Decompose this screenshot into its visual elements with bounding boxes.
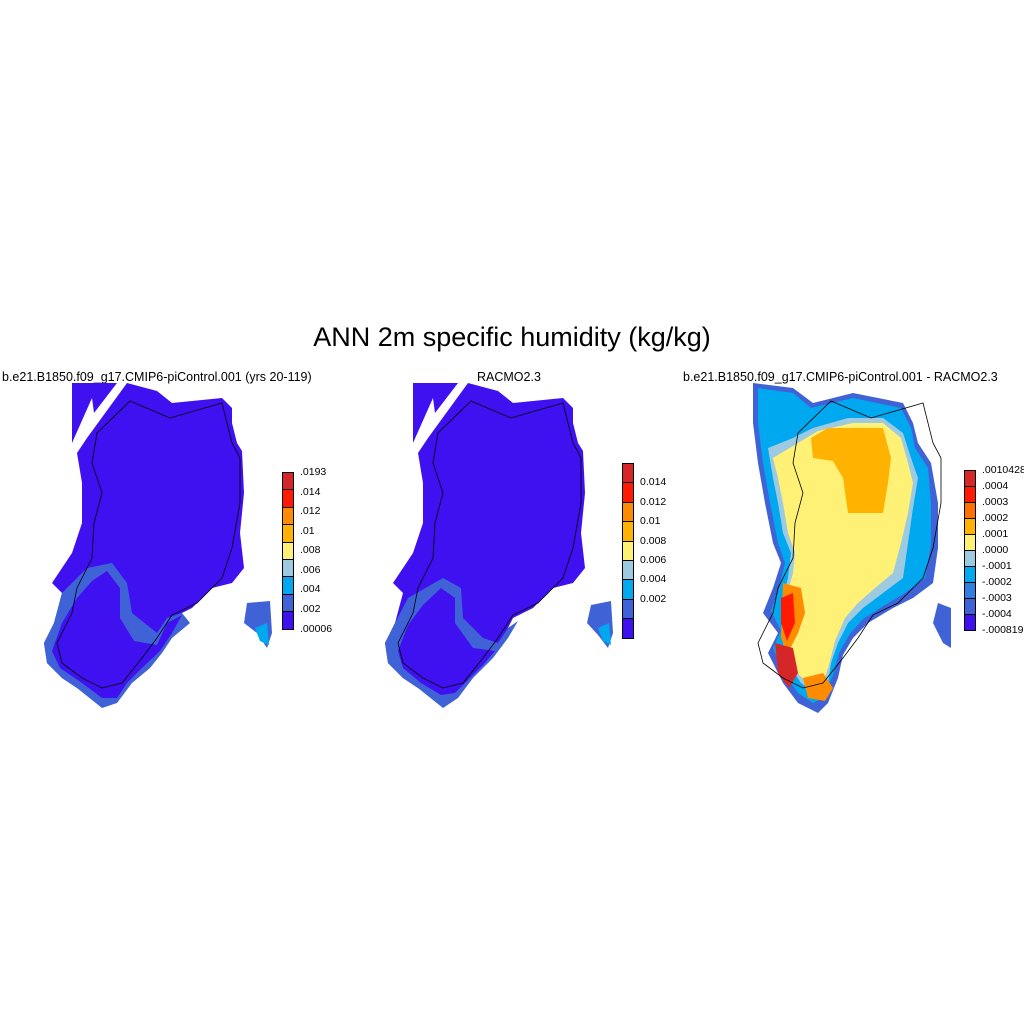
colorbar-swatch	[622, 618, 634, 639]
colorbar-label: -.0001	[982, 560, 1012, 572]
colorbar-swatch	[964, 566, 976, 583]
colorbar-label: .0002	[982, 512, 1009, 524]
colorbar-swatch	[282, 489, 294, 508]
colorbar-label: .008	[300, 544, 321, 557]
panel-2-map	[385, 383, 613, 708]
colorbar-swatch	[622, 540, 634, 561]
colorbar-label: 0.006	[640, 554, 667, 566]
colorbar-label: .0003	[982, 496, 1009, 508]
colorbar-swatch	[964, 502, 976, 519]
colorbar-swatch	[964, 598, 976, 615]
colorbar-swatch	[964, 518, 976, 535]
colorbar-label: -.0002	[982, 576, 1012, 588]
colorbar-swatch	[964, 470, 976, 487]
colorbar-swatch	[282, 541, 294, 560]
colorbar-label: 0.014	[640, 476, 667, 489]
colorbar-label: 0.01	[640, 515, 661, 528]
figure-title: ANN 2m specific humidity (kg/kg)	[313, 322, 711, 352]
colorbar-swatch	[964, 614, 976, 631]
colorbar-swatch	[964, 534, 976, 551]
colorbar-swatch	[964, 550, 976, 567]
colorbar-swatch	[622, 463, 634, 484]
colorbar-swatch	[622, 598, 634, 620]
colorbar-swatch	[622, 521, 634, 542]
colorbar-label: .0004	[982, 480, 1009, 492]
colorbar-label: .0193	[300, 466, 327, 478]
colorbar-label: 0.004	[640, 573, 667, 586]
panel-2-title: RACMO2.3	[477, 370, 541, 384]
colorbar-swatch	[622, 482, 634, 503]
panel-1-map	[44, 383, 272, 708]
colorbar-label: -.000819	[982, 624, 1024, 636]
colorbar-swatch	[282, 472, 294, 491]
colorbar-label: .01	[300, 524, 315, 537]
colorbar-label: .0000	[982, 544, 1009, 556]
panel-3-title: b.e21.B1850.f09_g17.CMIP6-piControl.001 …	[683, 370, 998, 384]
colorbar-swatch	[282, 506, 294, 526]
colorbar-label: .0001	[982, 528, 1009, 540]
colorbar-label: .00006	[300, 622, 333, 635]
colorbar-label: .004	[300, 583, 321, 596]
colorbar-label: .014	[300, 485, 321, 498]
panel-1-title: b.e21.B1850.f09_g17.CMIP6-piControl.001 …	[2, 370, 312, 384]
colorbar-label: 0.012	[640, 495, 667, 508]
colorbar-swatch	[282, 593, 294, 613]
colorbar-swatch	[622, 560, 634, 581]
colorbar-label: .002	[300, 603, 321, 616]
panel-3-map	[753, 383, 951, 713]
colorbar-label: 0.008	[640, 534, 667, 547]
colorbar-swatch	[964, 486, 976, 503]
colorbar-swatch	[282, 559, 294, 578]
colorbar-swatch	[282, 524, 294, 543]
colorbar-label: 0.002	[640, 592, 667, 605]
colorbar-label: -.0003	[982, 592, 1012, 604]
colorbar-label: -.0004	[982, 608, 1012, 620]
colorbar-swatch	[282, 576, 294, 595]
colorbar-swatch	[964, 582, 976, 599]
colorbar-label: .006	[300, 563, 321, 576]
colorbar-label: .012	[300, 505, 321, 518]
colorbar-swatch	[622, 501, 634, 523]
colorbar-swatch	[622, 579, 634, 600]
colorbar-swatch	[282, 611, 294, 630]
colorbar-label: .0010428	[982, 464, 1024, 476]
